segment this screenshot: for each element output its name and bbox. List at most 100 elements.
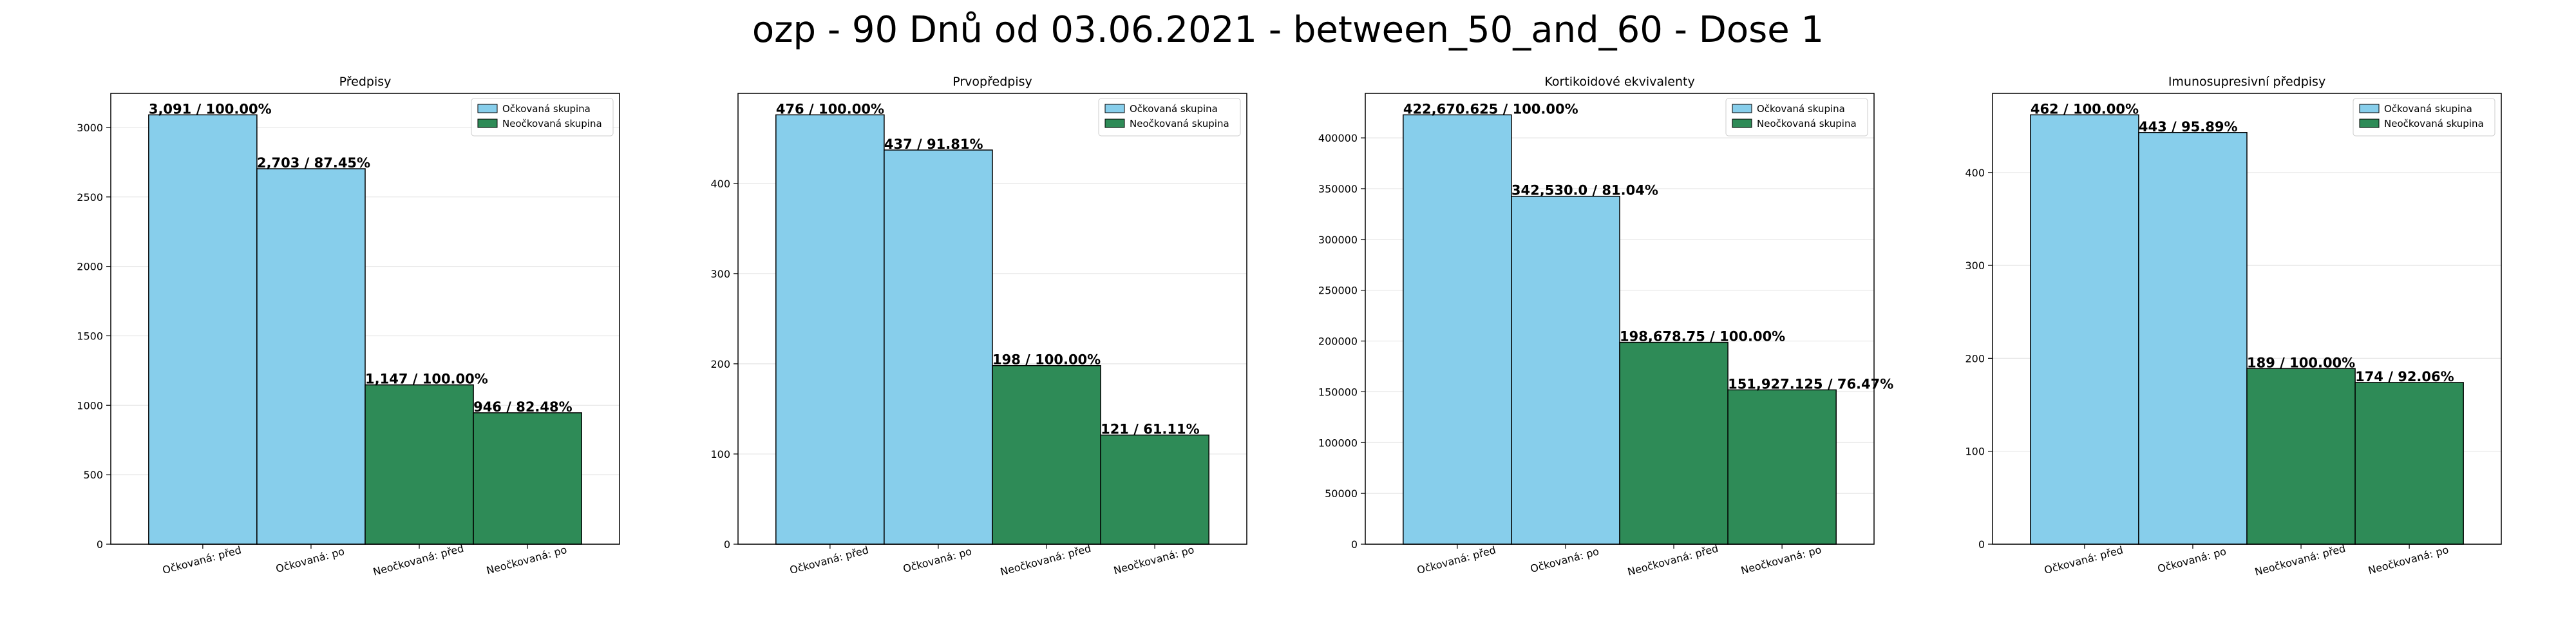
bar [1619,341,1728,545]
chart-panel-2: 476 / 100.00% 437 / 91.81% 198 / 100.00% 12… [710,75,1247,578]
legend-label: Neočkovaná skupina [502,118,602,129]
x-tick-label: Očkovaná: před [161,544,243,576]
chart-panel-4: 462 / 100.00%443 / 95.89% 189 / 100.00%17… [1965,75,2502,578]
bar [365,384,474,545]
figure-title: ozp - 90 Dnů od 03.06.2021 - between_50_… [752,9,1824,51]
legend-swatch [1732,104,1752,113]
x-tick-label: Neočkovaná: po [1112,544,1195,577]
y-tick-label: 200 [710,358,730,370]
axes-frame [110,93,620,545]
x-tick-label: Očkovaná: před [1416,544,1497,576]
bar [256,168,366,545]
data-label: 189 / 100.00% [2247,355,2355,370]
legend-label: Neočkovaná skupina [1757,118,1857,129]
x-tick-label: Neočkovaná: po [485,544,568,577]
y-tick-label: 2500 [77,191,103,204]
legend-swatch [1104,104,1125,113]
y-tick-label: 50000 [1325,488,1358,500]
y-tick-label: 100 [1965,446,1985,458]
legend-swatch [2359,118,2380,128]
y-tick-label: 250000 [1318,285,1358,297]
bar [1100,434,1209,545]
data-label: 151,927.125 / 76.47% [1728,376,1893,392]
y-tick-label: 400 [710,178,730,190]
bar [2138,132,2248,545]
x-tick-label: Očkovaná: před [2043,544,2125,576]
chart-panel-3: 422,670.625 / 100.00% 342,530.0 / 81.04% 1… [1318,75,1893,578]
y-tick-label: 1000 [77,399,103,412]
axes-frame [1365,93,1875,545]
legend-box [1098,98,1241,137]
legend-label: Očkovaná skupina [2384,103,2472,115]
data-label: 437 / 91.81% [884,137,983,152]
bar [1403,114,1512,545]
bar [1727,389,1837,545]
legend-swatch [1104,118,1125,128]
axes-frame [1992,93,2502,545]
data-label: 462 / 100.00% [2031,101,2139,117]
bar [2030,114,2139,545]
x-tick-label: Neočkovaná: před [1626,542,1719,578]
y-tick-label: 200 [1965,352,1985,365]
y-tick-label: 150000 [1318,386,1358,398]
chart-title: Prvopředpisy [952,75,1032,89]
y-tick-label: 300 [1965,260,1985,272]
bar [775,114,885,545]
axes-frame [737,93,1247,545]
data-label: 198,678.75 / 100.00% [1620,329,1785,345]
data-label: 121 / 61.11% [1101,422,1200,437]
x-tick-label: Očkovaná: po [2156,545,2228,575]
data-label: 422,670.625 / 100.00% [1403,101,1578,117]
y-tick-label: 300 [710,268,730,280]
y-tick-label: 100000 [1318,437,1358,449]
chart-title: Předpisy [339,75,392,89]
data-label: 443 / 95.89% [2139,119,2238,135]
y-tick-label: 100 [710,448,730,460]
data-label: 174 / 92.06% [2355,369,2454,384]
y-tick-label: 0 [1351,538,1358,551]
data-label: 946 / 82.48% [473,399,573,415]
legend-label: Neočkovaná skupina [1130,118,1229,129]
x-tick-label: Neočkovaná: po [2367,544,2450,577]
y-tick-label: 2000 [77,261,103,273]
y-tick-label: 300000 [1318,234,1358,246]
x-tick-label: Očkovaná: před [788,544,870,576]
x-tick-label: Neočkovaná: před [999,542,1092,578]
legend-swatch [477,118,498,128]
y-tick-label: 400 [1965,167,1985,179]
data-label: 342,530.0 / 81.04% [1511,183,1658,198]
bar [2246,368,2356,545]
bar [884,149,993,545]
legend-swatch [477,104,498,113]
bar [992,365,1101,545]
chart-title: Imunosupresivní předpisy [2168,75,2325,89]
chart-panel-1: 3,091 / 100.00% 2,703 / 87.45% 1,147 / 100… [77,75,620,578]
y-tick-label: 0 [97,538,103,551]
data-label: 198 / 100.00% [992,352,1101,368]
chart-title: Kortikoidové ekvivalenty [1544,75,1694,89]
legend-box [2353,98,2496,137]
y-tick-label: 3000 [77,122,103,134]
y-tick-label: 0 [724,538,730,551]
legend-label: Očkovaná skupina [1130,103,1218,115]
x-tick-label: Očkovaná: po [1529,545,1600,575]
legend-box [471,98,614,137]
y-tick-label: 1500 [77,330,103,342]
data-label: 2,703 / 87.45% [257,155,370,171]
x-tick-label: Neočkovaná: před [2253,542,2347,578]
x-tick-label: Očkovaná: po [902,545,973,575]
data-label: 1,147 / 100.00% [365,372,488,387]
y-tick-label: 0 [1978,538,1985,551]
legend-label: Neočkovaná skupina [2384,118,2484,129]
legend-swatch [1732,118,1752,128]
y-tick-label: 350000 [1318,183,1358,195]
bar [473,412,582,545]
x-tick-label: Očkovaná: po [274,545,346,575]
legend-label: Očkovaná skupina [502,103,591,115]
bar [1511,195,1620,545]
y-tick-label: 400000 [1318,132,1358,144]
x-tick-label: Neočkovaná: před [372,542,465,578]
y-tick-label: 200000 [1318,336,1358,348]
data-label: 476 / 100.00% [776,101,884,117]
